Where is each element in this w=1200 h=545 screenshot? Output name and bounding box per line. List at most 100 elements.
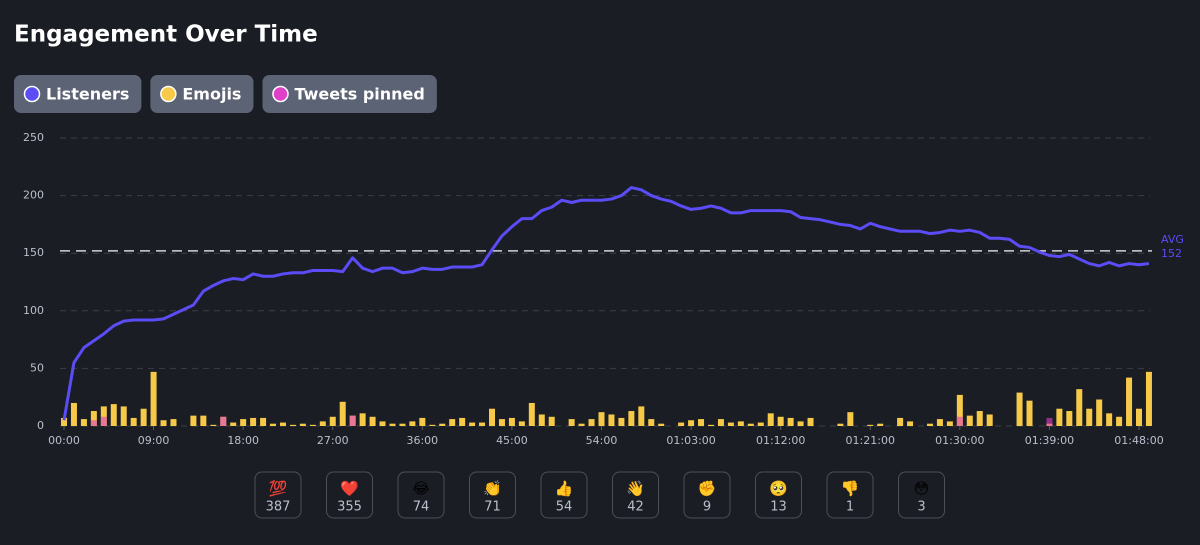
bar bbox=[698, 419, 705, 426]
legend-button[interactable] bbox=[150, 75, 254, 113]
bar bbox=[867, 424, 874, 426]
legend-label: Tweets pinned bbox=[294, 85, 424, 104]
bar bbox=[1016, 392, 1023, 426]
x-tick-label: 09:00 bbox=[138, 434, 170, 447]
reaction: 👎1 bbox=[826, 471, 874, 519]
legend-item[interactable]: Emojis bbox=[150, 75, 254, 113]
reaction: ✊9 bbox=[683, 471, 731, 519]
bar bbox=[548, 416, 555, 426]
bar bbox=[986, 414, 993, 426]
y-tick-label: 50 bbox=[30, 361, 44, 374]
reaction-count: 355 bbox=[337, 500, 362, 515]
bar bbox=[1056, 408, 1063, 426]
bar bbox=[688, 420, 695, 426]
bar bbox=[787, 417, 794, 426]
bar bbox=[100, 416, 107, 426]
reaction-emoji: 👋 bbox=[626, 480, 645, 498]
bar bbox=[220, 416, 227, 426]
bar bbox=[150, 371, 157, 426]
bar bbox=[160, 420, 167, 426]
bar bbox=[459, 417, 466, 426]
reaction-count: 9 bbox=[703, 500, 711, 515]
bar bbox=[1116, 416, 1123, 426]
bar bbox=[956, 394, 963, 426]
legend-swatch bbox=[272, 85, 289, 103]
reaction-box bbox=[683, 471, 731, 519]
line bbox=[62, 186, 1150, 421]
bar bbox=[568, 419, 575, 426]
bar bbox=[628, 411, 635, 426]
reaction-box bbox=[469, 471, 516, 519]
bar bbox=[618, 417, 625, 426]
legend-button[interactable] bbox=[14, 75, 142, 113]
x-tick-label: 27:00 bbox=[317, 434, 349, 447]
bar bbox=[538, 414, 545, 426]
bar bbox=[737, 421, 744, 426]
x-tick-label: 01:21:00 bbox=[846, 434, 895, 447]
x-tick-label: 01:39:00 bbox=[1025, 434, 1074, 447]
bar bbox=[678, 422, 685, 426]
legend-label: Listeners bbox=[46, 85, 129, 104]
bar bbox=[439, 423, 446, 426]
bar bbox=[658, 423, 665, 426]
x-tick-label: 01:30:00 bbox=[935, 434, 984, 447]
bar bbox=[140, 408, 147, 426]
bar bbox=[767, 413, 774, 426]
reaction-emoji: 😂 bbox=[412, 480, 430, 498]
x-tick-label: 01:48:00 bbox=[1114, 434, 1163, 447]
bar bbox=[429, 424, 436, 426]
reaction-count: 1 bbox=[846, 500, 854, 515]
bar bbox=[359, 413, 366, 426]
reaction-box bbox=[254, 471, 302, 519]
bar bbox=[518, 421, 525, 426]
bar bbox=[90, 411, 97, 426]
legend-item[interactable]: Listeners bbox=[14, 75, 142, 113]
bar bbox=[897, 417, 904, 426]
y-tick-label: 250 bbox=[23, 131, 44, 144]
reaction-box bbox=[755, 471, 802, 519]
bar bbox=[260, 417, 267, 426]
bar bbox=[926, 423, 933, 426]
reaction-count: 54 bbox=[556, 500, 573, 515]
bar bbox=[190, 415, 197, 426]
bar bbox=[946, 421, 953, 426]
y-tick-label: 150 bbox=[23, 246, 44, 259]
bar bbox=[638, 406, 645, 426]
y-tick-label: 200 bbox=[23, 189, 44, 202]
x-tick-label: 18:00 bbox=[227, 434, 259, 447]
bar bbox=[508, 417, 515, 426]
reaction-count: 74 bbox=[413, 500, 430, 515]
bar bbox=[120, 406, 127, 426]
bar bbox=[976, 411, 983, 426]
bar bbox=[1076, 389, 1083, 426]
bar bbox=[70, 402, 77, 426]
reaction-emoji: 👍 bbox=[555, 480, 574, 498]
legend-item[interactable]: Tweets pinned bbox=[262, 75, 437, 113]
x-tick-label: 54:00 bbox=[586, 434, 618, 447]
bar bbox=[1145, 371, 1152, 426]
bar bbox=[1126, 377, 1133, 426]
reaction-box bbox=[826, 471, 874, 519]
bar bbox=[210, 424, 217, 426]
bar bbox=[449, 419, 456, 426]
legend-button[interactable] bbox=[262, 75, 437, 113]
x-tick-label: 45:00 bbox=[496, 434, 528, 447]
bar bbox=[498, 419, 505, 426]
bar bbox=[847, 412, 854, 426]
bar bbox=[479, 422, 486, 426]
y-tick-label: 0 bbox=[37, 419, 44, 432]
reaction-count: 3 bbox=[917, 500, 925, 515]
bar bbox=[528, 402, 535, 426]
bar bbox=[319, 421, 326, 426]
bar bbox=[727, 422, 734, 426]
average-label: AVG bbox=[1161, 233, 1184, 246]
reaction-emoji: ✊ bbox=[698, 480, 717, 498]
bar bbox=[170, 419, 177, 426]
reaction: 👋 42 bbox=[612, 471, 659, 519]
bar bbox=[379, 421, 386, 426]
bar bbox=[309, 424, 316, 426]
bar bbox=[90, 420, 97, 426]
x-tick-label: 00:00 bbox=[48, 434, 80, 447]
bar bbox=[61, 417, 67, 426]
